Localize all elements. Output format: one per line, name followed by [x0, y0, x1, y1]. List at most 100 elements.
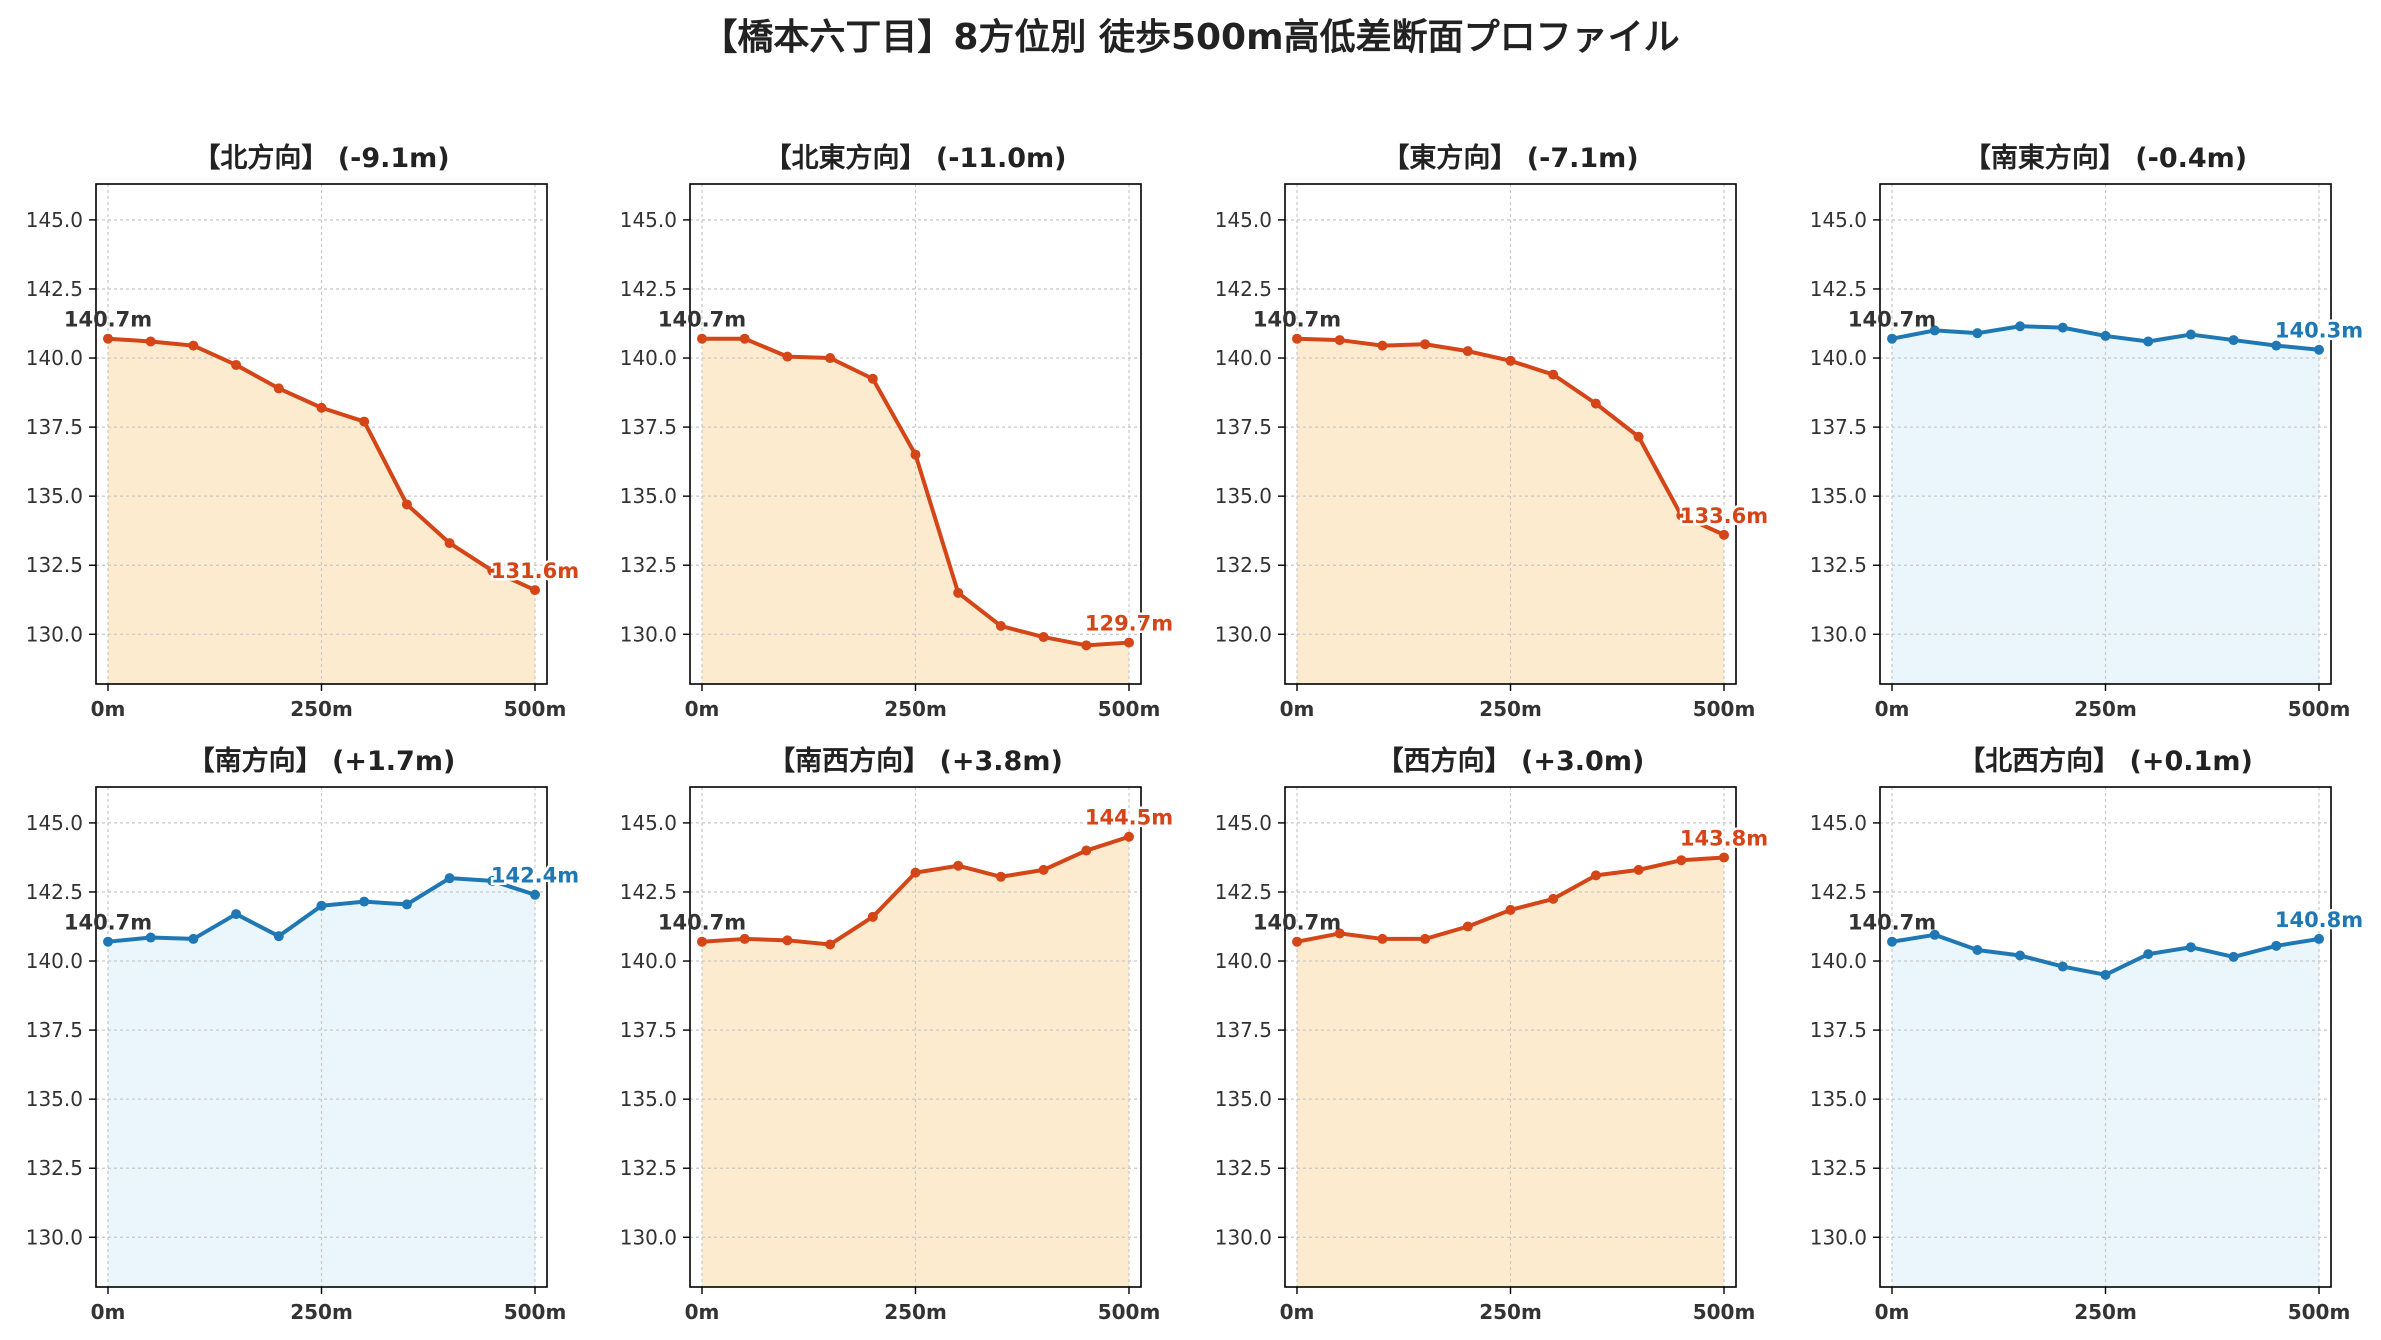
start-elevation-label: 140.7m	[1848, 911, 1936, 935]
data-point	[2015, 321, 2026, 332]
data-point	[1929, 325, 1940, 336]
data-point	[1676, 510, 1687, 521]
y-tick-label: 142.5	[1215, 277, 1272, 301]
x-tick-label: 0m	[91, 1300, 126, 1324]
end-elevation-label: 131.6m	[491, 559, 579, 583]
x-tick-label: 250m	[2074, 1300, 2137, 1324]
subplot-title: 【西方向】 (+3.0m)	[1377, 745, 1645, 777]
y-tick-label: 140.0	[26, 346, 83, 370]
data-point	[1887, 936, 1897, 947]
end-elevation-label: 142.4m	[491, 864, 579, 888]
data-point	[1972, 328, 1983, 339]
y-tick-label: 142.5	[1810, 277, 1867, 301]
data-point	[1590, 870, 1601, 881]
y-tick-label: 130.0	[1810, 1225, 1867, 1249]
x-tick-label: 0m	[1875, 1300, 1910, 1324]
data-point	[1377, 933, 1388, 944]
data-point	[2271, 940, 2282, 951]
profile-chart-3: 130.0 132.5 135.0 137.5 140.0 142.5 145.0 0m 250…	[1810, 142, 2366, 721]
data-point	[273, 931, 284, 942]
end-elevation-label: 144.5m	[1085, 806, 1173, 830]
data-point	[1420, 933, 1431, 944]
data-point	[1081, 640, 1092, 651]
data-point	[2228, 951, 2239, 962]
data-point	[910, 449, 921, 460]
data-point	[103, 936, 113, 947]
data-point	[2143, 336, 2154, 347]
x-tick-label: 250m	[1479, 1300, 1542, 1324]
area-fill	[1297, 338, 1724, 684]
area-fill	[702, 836, 1129, 1287]
data-point	[867, 373, 878, 384]
y-tick-label: 137.5	[620, 415, 677, 439]
data-point	[825, 939, 836, 950]
y-tick-label: 140.0	[26, 949, 83, 973]
data-point	[2271, 340, 2282, 351]
y-tick-label: 137.5	[1810, 415, 1867, 439]
profile-chart-7: 130.0 132.5 135.0 137.5 140.0 142.5 145.0 0m 250…	[1810, 745, 2366, 1324]
data-point	[2143, 949, 2154, 960]
data-point	[444, 538, 455, 549]
y-tick-label: 130.0	[1215, 1225, 1272, 1249]
data-point	[1548, 893, 1559, 904]
data-point	[231, 909, 242, 920]
data-point	[359, 896, 370, 907]
start-elevation-label: 140.7m	[64, 308, 152, 332]
y-tick-label: 142.5	[620, 277, 677, 301]
y-tick-label: 145.0	[620, 208, 677, 232]
y-tick-label: 130.0	[26, 622, 83, 646]
data-point	[231, 359, 242, 370]
data-point	[1505, 904, 1516, 915]
data-point	[530, 889, 540, 900]
data-point	[359, 416, 370, 427]
data-point	[2057, 322, 2068, 333]
data-point	[2100, 969, 2111, 980]
y-tick-label: 145.0	[26, 208, 83, 232]
area-fill	[1892, 934, 2319, 1287]
y-tick-label: 135.0	[1810, 484, 1867, 508]
data-point	[1124, 831, 1134, 842]
y-tick-label: 132.5	[620, 1156, 677, 1180]
data-point	[2314, 344, 2324, 355]
start-elevation-label: 140.7m	[1253, 308, 1341, 332]
y-tick-label: 137.5	[620, 1018, 677, 1042]
y-tick-label: 135.0	[620, 1087, 677, 1111]
y-tick-label: 145.0	[1810, 208, 1867, 232]
end-elevation-label: 143.8m	[1680, 826, 1768, 850]
y-tick-label: 145.0	[620, 811, 677, 835]
y-tick-label: 137.5	[26, 415, 83, 439]
data-point	[444, 873, 455, 884]
y-tick-label: 130.0	[26, 1225, 83, 1249]
profile-chart-0: 130.0 132.5 135.0 137.5 140.0 142.5 145.0 0m 250…	[26, 142, 582, 721]
y-tick-label: 145.0	[1215, 811, 1272, 835]
data-point	[1633, 864, 1644, 875]
data-point	[1719, 852, 1729, 863]
data-point	[1038, 864, 1049, 875]
data-point	[825, 353, 836, 364]
y-tick-label: 130.0	[620, 622, 677, 646]
data-point	[401, 499, 412, 510]
y-tick-label: 135.0	[1810, 1087, 1867, 1111]
y-tick-label: 132.5	[1810, 1156, 1867, 1180]
data-point	[1038, 632, 1049, 643]
data-point	[145, 336, 156, 347]
x-tick-label: 250m	[1479, 697, 1542, 721]
data-point	[2228, 335, 2239, 346]
y-tick-label: 145.0	[1810, 811, 1867, 835]
x-tick-label: 500m	[1098, 1300, 1161, 1324]
data-point	[145, 932, 156, 943]
data-point	[782, 935, 793, 946]
area-fill	[1892, 326, 2319, 684]
data-point	[697, 333, 707, 344]
y-tick-label: 132.5	[620, 553, 677, 577]
data-point	[953, 587, 964, 598]
x-tick-label: 0m	[1280, 1300, 1315, 1324]
y-tick-label: 137.5	[1215, 415, 1272, 439]
page-title: 【橋本六丁目】8方位別 徒歩500m高低差断面プロファイル	[701, 17, 1680, 58]
data-point	[1334, 928, 1345, 939]
y-tick-label: 130.0	[620, 1225, 677, 1249]
area-fill	[702, 338, 1129, 684]
profile-chart-1: 130.0 132.5 135.0 137.5 140.0 142.5 145.0 0m 250…	[620, 142, 1176, 721]
data-point	[1633, 431, 1644, 442]
